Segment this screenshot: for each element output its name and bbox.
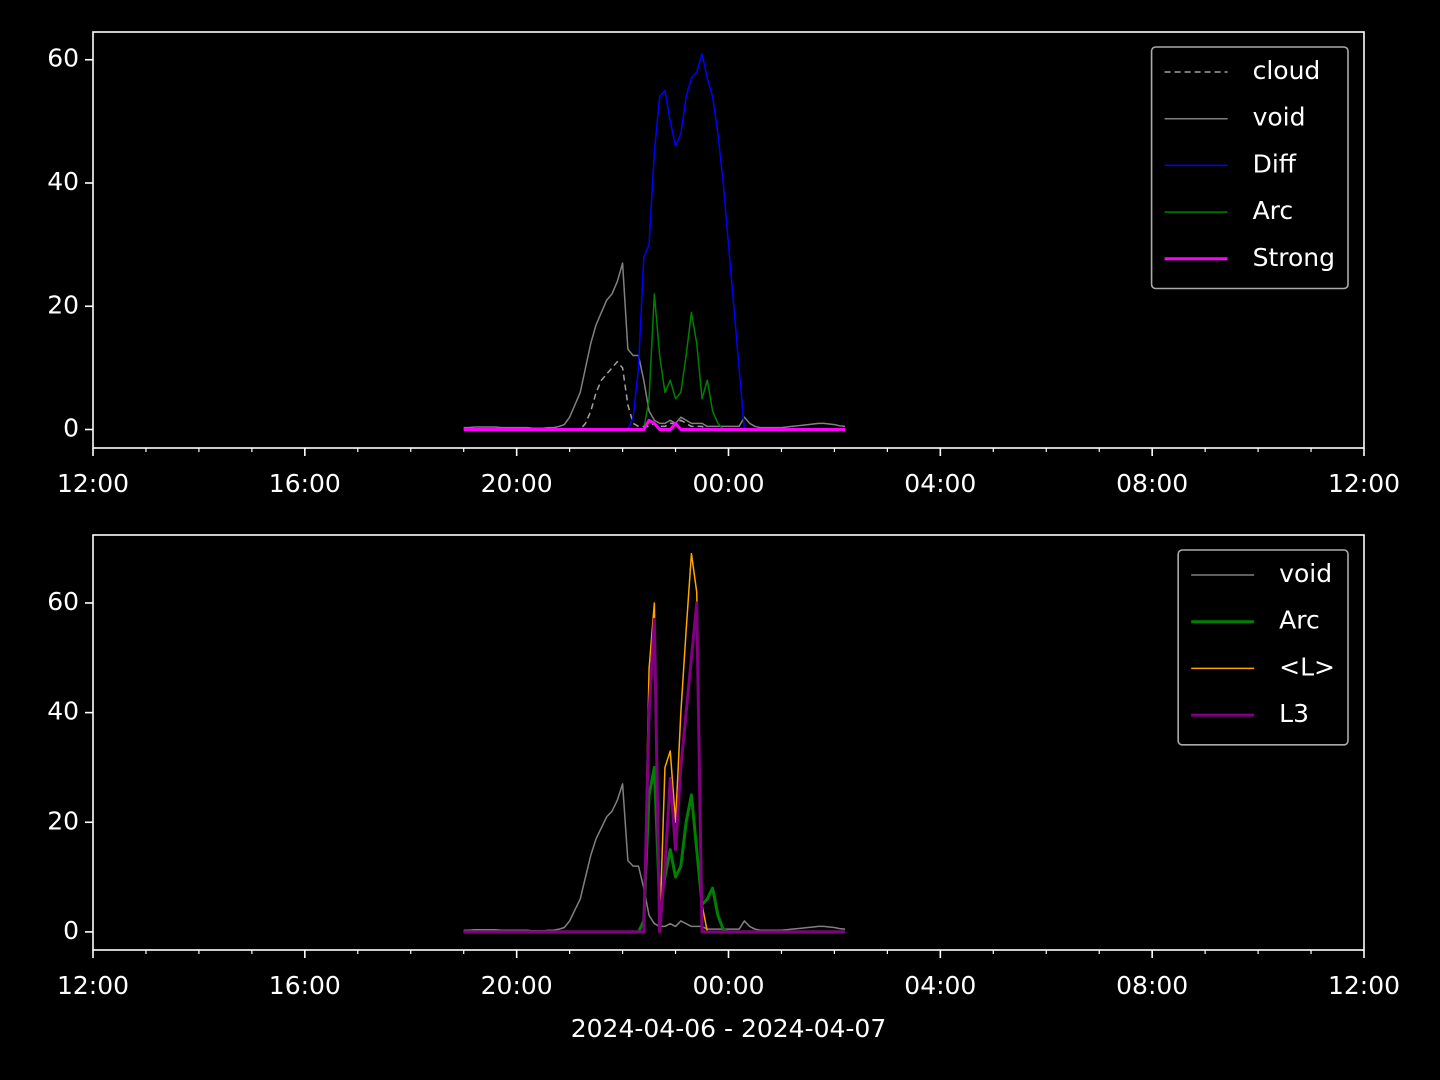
y-tick-label: 40 — [47, 167, 79, 196]
x-tick-label: 20:00 — [481, 971, 553, 1000]
legend-label: Strong — [1253, 243, 1335, 272]
x-tick-label: 16:00 — [269, 971, 341, 1000]
series-line — [463, 262, 846, 430]
y-tick-label: 60 — [47, 587, 79, 616]
legend-label: void — [1253, 103, 1306, 132]
legend: cloud void Diff Arc Strong — [1150, 46, 1349, 290]
x-tick-label: 16:00 — [269, 469, 341, 498]
legend-label: cloud — [1253, 56, 1321, 85]
x-tick-label: 00:00 — [692, 971, 764, 1000]
x-tick-label: 12:00 — [57, 469, 129, 498]
legend-label: Diff — [1253, 149, 1297, 178]
x-tick-label: 04:00 — [904, 971, 976, 1000]
y-tick-label: 20 — [47, 806, 79, 835]
x-tick-label: 08:00 — [1116, 469, 1188, 498]
series-line — [463, 783, 846, 932]
series-line — [463, 418, 846, 432]
x-tick-label: 00:00 — [692, 469, 764, 498]
legend-label: void — [1279, 559, 1332, 588]
legend-box — [1150, 46, 1349, 290]
x-axis-label: 2024-04-06 - 2024-04-07 — [571, 1014, 887, 1043]
x-tick-label: 12:00 — [1328, 971, 1400, 1000]
x-tick-label: 04:00 — [904, 469, 976, 498]
legend-label: Arc — [1279, 606, 1320, 635]
x-tick-label: 12:00 — [57, 971, 129, 1000]
plot-area — [463, 552, 846, 934]
y-tick-label: 0 — [63, 414, 79, 443]
legend-box — [1177, 549, 1349, 746]
x-tick-label: 20:00 — [481, 469, 553, 498]
x-tick-label: 08:00 — [1116, 971, 1188, 1000]
legend-label: L3 — [1279, 699, 1309, 728]
y-tick-label: 20 — [47, 290, 79, 319]
plot-area — [463, 52, 846, 432]
legend-label: <L> — [1279, 652, 1335, 681]
legend: void Arc <L> L3 — [1177, 549, 1349, 746]
x-tick-label: 12:00 — [1328, 469, 1400, 498]
series-line — [463, 601, 846, 934]
legend-label: Arc — [1253, 196, 1294, 225]
y-tick-label: 40 — [47, 697, 79, 726]
y-tick-label: 0 — [63, 916, 79, 945]
y-tick-label: 60 — [47, 44, 79, 73]
